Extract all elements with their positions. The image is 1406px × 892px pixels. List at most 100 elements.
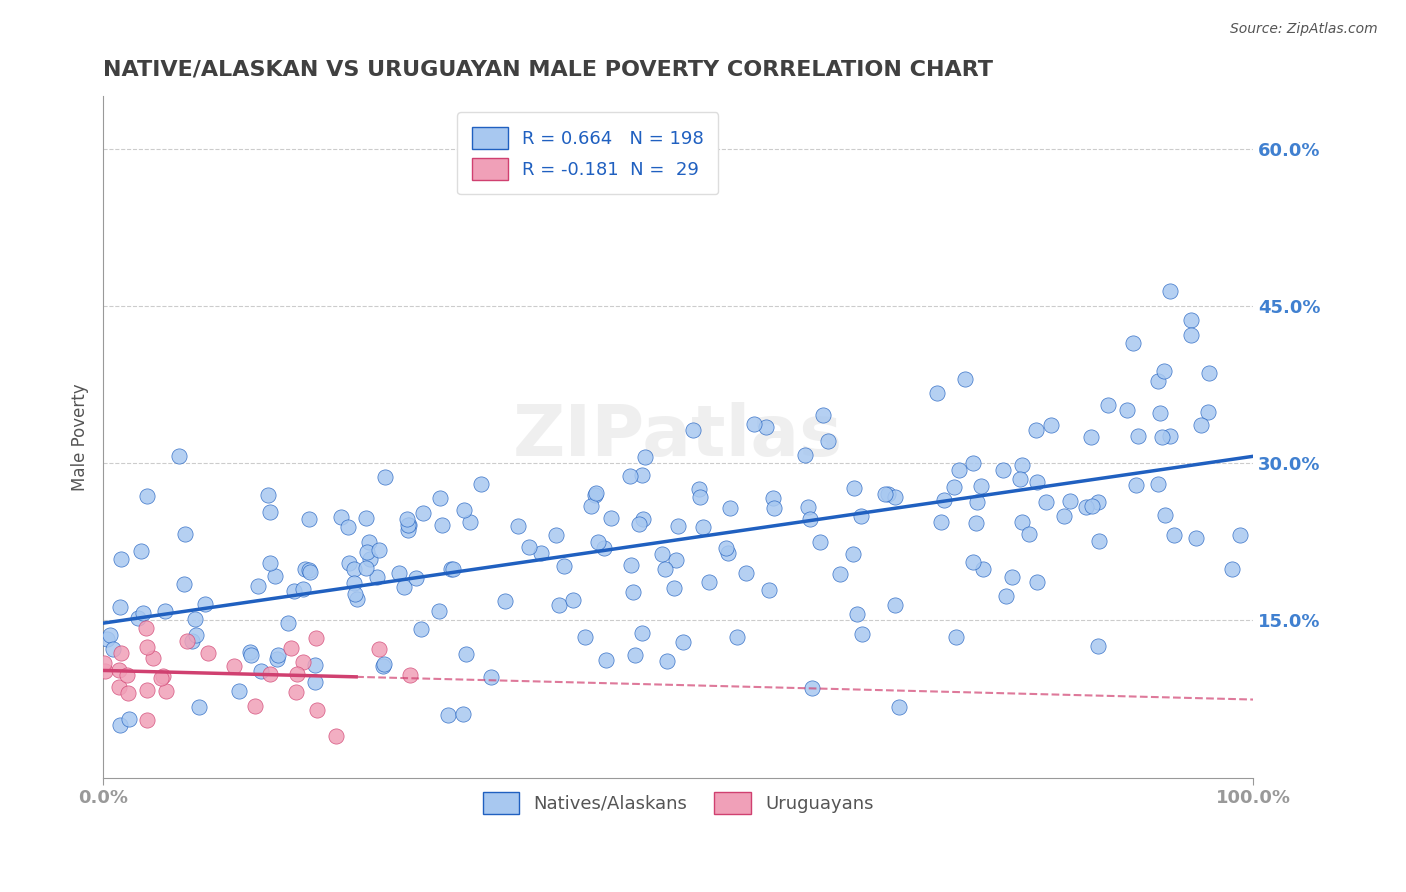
Point	[583, 488, 606, 502]
Point	[174, 526, 197, 541]
Point	[127, 611, 149, 625]
Point	[1191, 417, 1213, 432]
Point	[506, 519, 529, 533]
Point	[547, 599, 569, 613]
Point	[181, 634, 204, 648]
Point	[173, 577, 195, 591]
Point	[96, 632, 118, 646]
Point	[619, 469, 641, 483]
Point	[1076, 500, 1098, 515]
Point	[411, 623, 433, 637]
Point	[394, 581, 416, 595]
Point	[354, 561, 377, 575]
Point	[585, 486, 607, 500]
Point	[994, 589, 1017, 603]
Point	[672, 635, 695, 649]
Point	[682, 423, 704, 437]
Point	[176, 633, 198, 648]
Point	[107, 680, 129, 694]
Point	[299, 566, 322, 580]
Point	[1198, 367, 1220, 381]
Point	[1040, 417, 1063, 432]
Point	[283, 584, 305, 599]
Point	[152, 668, 174, 682]
Point	[651, 547, 673, 561]
Point	[1035, 495, 1057, 509]
Point	[344, 587, 367, 601]
Point	[1197, 404, 1219, 418]
Point	[346, 592, 368, 607]
Point	[374, 469, 396, 483]
Point	[194, 598, 217, 612]
Point	[136, 714, 159, 728]
Point	[101, 641, 124, 656]
Point	[717, 546, 740, 560]
Point	[129, 543, 152, 558]
Point	[135, 621, 157, 635]
Point	[259, 666, 281, 681]
Point	[762, 501, 785, 516]
Point	[1185, 531, 1208, 545]
Point	[304, 657, 326, 672]
Point	[692, 519, 714, 533]
Point	[718, 501, 741, 516]
Point	[811, 409, 834, 423]
Point	[595, 653, 617, 667]
Point	[530, 546, 553, 560]
Point	[479, 670, 502, 684]
Point	[330, 510, 353, 524]
Point	[1150, 430, 1173, 444]
Point	[808, 535, 831, 549]
Point	[1087, 640, 1109, 654]
Point	[873, 487, 896, 501]
Point	[1149, 406, 1171, 420]
Point	[762, 491, 785, 506]
Point	[962, 555, 984, 569]
Point	[1229, 527, 1251, 541]
Point	[519, 540, 541, 554]
Point	[454, 647, 477, 661]
Point	[94, 664, 117, 678]
Point	[1159, 284, 1181, 298]
Legend: Natives/Alaskans, Uruguayans: Natives/Alaskans, Uruguayans	[474, 783, 883, 823]
Point	[277, 616, 299, 631]
Point	[263, 569, 285, 583]
Point	[197, 646, 219, 660]
Point	[470, 476, 492, 491]
Point	[259, 556, 281, 570]
Point	[948, 462, 970, 476]
Point	[432, 518, 454, 533]
Point	[929, 515, 952, 529]
Point	[546, 528, 568, 542]
Point	[966, 495, 988, 509]
Point	[1001, 570, 1024, 584]
Point	[574, 630, 596, 644]
Point	[664, 582, 686, 596]
Point	[440, 562, 463, 576]
Point	[793, 448, 815, 462]
Point	[135, 640, 157, 654]
Point	[110, 718, 132, 732]
Point	[298, 563, 321, 577]
Point	[343, 575, 366, 590]
Point	[291, 582, 314, 596]
Point	[118, 712, 141, 726]
Point	[654, 562, 676, 576]
Point	[98, 628, 121, 642]
Point	[427, 604, 450, 618]
Point	[1053, 508, 1076, 523]
Point	[817, 434, 839, 449]
Point	[343, 562, 366, 576]
Point	[155, 683, 177, 698]
Point	[689, 490, 711, 504]
Point	[110, 552, 132, 566]
Point	[441, 561, 464, 575]
Point	[131, 607, 153, 621]
Point	[634, 450, 657, 464]
Point	[304, 675, 326, 690]
Point	[1126, 428, 1149, 442]
Point	[1122, 335, 1144, 350]
Point	[458, 515, 481, 529]
Point	[725, 630, 748, 644]
Point	[399, 667, 422, 681]
